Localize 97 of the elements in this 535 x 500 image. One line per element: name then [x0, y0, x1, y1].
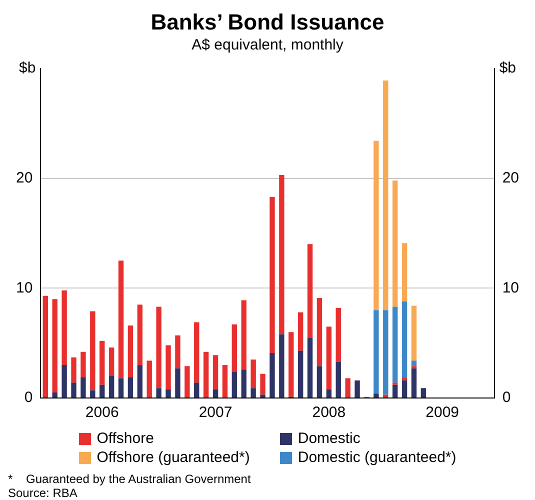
bar [374, 140, 379, 310]
bar [241, 300, 246, 370]
bar [108, 347, 114, 376]
source-note: Source: RBA [8, 486, 78, 500]
x-tick-label: 2007 [198, 404, 232, 422]
bar [307, 338, 313, 398]
bar [307, 244, 313, 338]
bar [316, 366, 322, 398]
x-tick-label: 2009 [426, 404, 460, 422]
text: * Guaranteed by the Australian Government [8, 472, 252, 486]
bar [260, 374, 266, 395]
bar [166, 345, 171, 390]
bar [383, 310, 388, 395]
bar [326, 389, 332, 398]
legend-label: Domestic [298, 430, 360, 447]
chart-subtitle: A$ equivalent, monthly [192, 36, 344, 54]
bar [222, 365, 228, 398]
y-axis-title: $b [18, 60, 36, 77]
bar [392, 384, 398, 398]
bar [156, 388, 162, 398]
bar [203, 352, 209, 398]
bar [137, 304, 143, 366]
bar [156, 306, 162, 388]
bar [326, 326, 332, 390]
bar [241, 369, 246, 398]
bar [374, 394, 379, 398]
bar [100, 384, 105, 398]
bar [175, 368, 180, 398]
bar [128, 325, 134, 378]
legend-label: Offshore [96, 430, 154, 447]
bar [175, 335, 180, 368]
bar [298, 312, 304, 351]
bar [90, 390, 96, 398]
bar [80, 377, 86, 398]
bar [402, 301, 408, 378]
legend-label: Domestic (guaranteed*) [298, 449, 456, 466]
y2-tick-label: 0 [502, 389, 511, 406]
bar [146, 360, 152, 398]
legend-label: Offshore (guaranteed*) [96, 449, 250, 466]
bar [194, 382, 200, 398]
bar [212, 355, 218, 390]
bar [383, 80, 388, 310]
bar [402, 380, 408, 398]
chart-title: Banks’ Bond Issuance [150, 9, 384, 34]
x-tick-label: 2006 [85, 404, 119, 422]
bar [42, 296, 48, 398]
bar [71, 357, 76, 383]
bar [62, 290, 67, 366]
bar [279, 174, 284, 334]
bar [108, 376, 114, 398]
bar [402, 243, 408, 302]
y-tick-label: 0 [24, 389, 33, 406]
bar [232, 372, 238, 398]
bar [288, 332, 294, 397]
bar [118, 260, 124, 378]
bar [383, 394, 388, 398]
bar [374, 310, 379, 394]
bar [270, 196, 275, 353]
bar [80, 352, 86, 378]
bar [62, 365, 67, 398]
bar [212, 389, 218, 398]
bar [232, 324, 238, 372]
y2-tick-label: 20 [502, 169, 520, 186]
bar [279, 334, 284, 398]
bar [137, 365, 143, 398]
bar [250, 388, 256, 398]
bar [316, 298, 322, 366]
bar [52, 299, 58, 393]
bar [402, 377, 408, 380]
bar [250, 360, 256, 388]
y-tick-label: 10 [16, 279, 33, 296]
bar [411, 306, 417, 361]
bar [184, 366, 190, 398]
bar [90, 311, 96, 390]
bar [194, 322, 200, 383]
bar [345, 378, 350, 398]
x-tick-label: 2008 [312, 404, 346, 422]
y2-tick-label: 10 [502, 279, 520, 296]
bar [392, 180, 398, 307]
bar [270, 352, 275, 398]
bar [411, 360, 417, 366]
bar [128, 377, 134, 398]
bar [260, 394, 266, 398]
y2-axis-title: $b [499, 60, 516, 77]
bar [71, 382, 76, 398]
bar [336, 362, 341, 398]
bar [298, 350, 304, 398]
bar [166, 389, 171, 398]
bar [420, 388, 426, 398]
bar [52, 392, 58, 398]
y-tick-label: 20 [16, 169, 33, 186]
bar [336, 308, 341, 362]
bar [354, 380, 360, 398]
bar [100, 340, 105, 385]
bar [392, 306, 398, 383]
bar [118, 378, 124, 398]
bar [411, 368, 417, 398]
